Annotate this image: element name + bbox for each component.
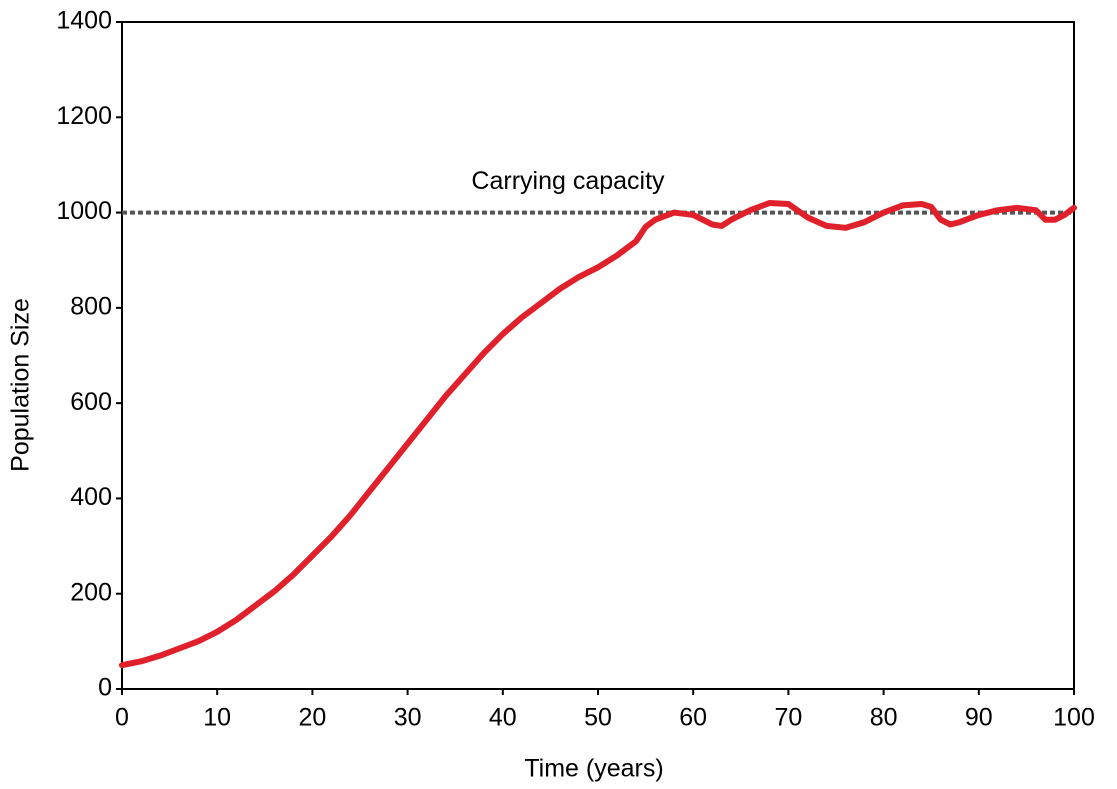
x-tick-label: 0 — [115, 704, 129, 732]
y-axis-label: Population Size — [7, 298, 35, 472]
x-tick-label: 50 — [584, 704, 612, 732]
y-tick-label: 400 — [70, 483, 112, 511]
x-tick-label: 10 — [203, 704, 231, 732]
y-tick-label: 200 — [70, 578, 112, 606]
plot-frame — [121, 21, 1075, 690]
data-line — [119, 200, 1077, 669]
y-tick-label: 1000 — [56, 197, 112, 225]
x-axis-label: Time (years) — [524, 755, 663, 783]
y-tick-label: 1400 — [56, 7, 112, 35]
y-tick-label: 800 — [70, 292, 112, 320]
x-tick-label: 40 — [489, 704, 517, 732]
x-tick-label: 60 — [679, 704, 707, 732]
x-tick-label: 70 — [774, 704, 802, 732]
reference-label: Carrying capacity — [471, 167, 665, 195]
y-tick-label: 600 — [70, 388, 112, 416]
x-tick-label: 30 — [394, 704, 422, 732]
x-tick-label: 100 — [1053, 704, 1095, 732]
y-tick-label: 0 — [98, 674, 112, 702]
x-tick-label: 90 — [965, 704, 993, 732]
x-tick-label: 20 — [298, 704, 326, 732]
y-tick-label: 1200 — [56, 102, 112, 130]
x-tick-label: 80 — [870, 704, 898, 732]
